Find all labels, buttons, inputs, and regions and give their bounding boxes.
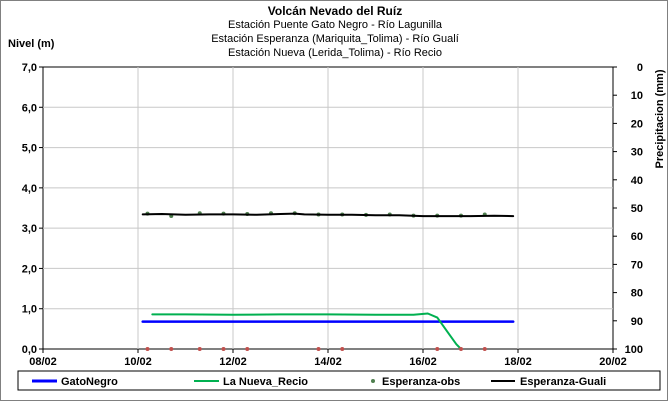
y-tick-label: 1,0 bbox=[22, 304, 37, 316]
y-axis-title: Nivel (m) bbox=[8, 38, 55, 50]
data-point-precipitaci-n bbox=[435, 347, 440, 351]
x-tick-label: 16/02 bbox=[409, 356, 437, 368]
y2-axis-title: Precipitacion (mm) bbox=[654, 69, 666, 168]
y2-tick-label: 60 bbox=[631, 231, 643, 243]
legend-box bbox=[17, 370, 661, 391]
y2-tick-label: 20 bbox=[631, 118, 643, 130]
x-tick-label: 18/02 bbox=[504, 356, 532, 368]
tick-layer: 0,0 1,0 2,0 3,0 4,0 5,0 6,0 7,0 08/02 10/02 12/02 1… bbox=[22, 62, 643, 368]
legend-label-esperanza-guali: Esperanza-Guali bbox=[520, 376, 606, 388]
data-point-precipitaci-n bbox=[197, 347, 202, 351]
x-tick-label: 12/02 bbox=[219, 356, 247, 368]
y-tick-label: 6,0 bbox=[22, 102, 37, 114]
chart-subtitle-3: Estación Nueva (Lerida_Tolima) - Río Rec… bbox=[228, 47, 442, 59]
chart-subtitle-1: Estación Puente Gato Negro - Río Lagunil… bbox=[228, 19, 443, 31]
y2-tick-label: 40 bbox=[631, 175, 643, 187]
series-line-esperanza-guali bbox=[141, 212, 515, 218]
y-tick-label: 7,0 bbox=[22, 62, 37, 74]
y-tick-label: 4,0 bbox=[22, 183, 37, 195]
data-point-precipitaci-n bbox=[169, 347, 174, 351]
data-point-precipitaci-n bbox=[245, 347, 250, 351]
x-tick-label: 10/02 bbox=[124, 356, 152, 368]
y-tick-label: 5,0 bbox=[22, 143, 37, 155]
y2-tick-label: 10 bbox=[631, 90, 643, 102]
y2-tick-label: 30 bbox=[631, 147, 643, 159]
x-tick-label: 14/02 bbox=[314, 356, 342, 368]
chart-legend: GatoNegro La Nueva_Recio Esperanza-obs E… bbox=[17, 370, 661, 391]
legend-label-la-nueva-recio: La Nueva_Recio bbox=[223, 376, 308, 388]
data-point-precipitaci-n bbox=[145, 347, 150, 351]
y2-tick-label: 50 bbox=[631, 203, 643, 215]
legend-label-esperanza-obs: Esperanza-obs bbox=[382, 376, 460, 388]
x-tick-label: 20/02 bbox=[599, 356, 627, 368]
legend-swatch-esperanza-obs bbox=[371, 379, 375, 383]
y2-tick-label: 90 bbox=[631, 316, 643, 328]
y2-tick-label: 0 bbox=[637, 62, 643, 74]
legend-label-gatonegro: GatoNegro bbox=[61, 376, 118, 388]
y2-tick-label: 80 bbox=[631, 288, 643, 300]
grid-layer bbox=[43, 67, 613, 349]
data-point-precipitaci-n bbox=[459, 347, 463, 351]
x-tick-label: 08/02 bbox=[29, 356, 57, 368]
data-point-precipitaci-n bbox=[340, 347, 345, 351]
chart-title: Volcán Nevado del Ruíz bbox=[268, 4, 402, 18]
series-layer bbox=[141, 211, 515, 351]
chart-subtitle-2: Estación Esperanza (Mariquita_Tolima) - … bbox=[211, 33, 459, 45]
data-point-precipitaci-n bbox=[482, 347, 487, 351]
series-line-la-nueva-recio bbox=[151, 312, 462, 350]
y-tick-label: 2,0 bbox=[22, 263, 37, 275]
y-tick-label: 0,0 bbox=[22, 344, 37, 356]
y2-tick-label: 70 bbox=[631, 259, 643, 271]
data-point-precipitaci-n bbox=[316, 347, 321, 351]
data-point-precipitaci-n bbox=[221, 347, 226, 351]
y2-tick-label: 100 bbox=[625, 344, 643, 356]
y-tick-label: 3,0 bbox=[22, 223, 37, 235]
